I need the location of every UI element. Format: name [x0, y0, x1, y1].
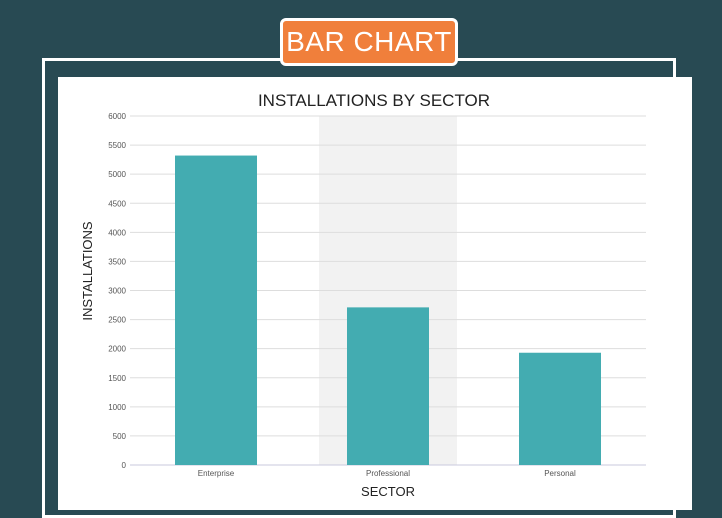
chart-title: INSTALLATIONS BY SECTOR: [258, 91, 490, 110]
y-tick-label: 1500: [108, 374, 126, 383]
x-tick-label: Professional: [366, 469, 410, 478]
bar-professional: [347, 307, 429, 465]
y-tick-label: 1000: [108, 403, 126, 412]
y-tick-label: 3000: [108, 287, 126, 296]
y-tick-label: 2500: [108, 316, 126, 325]
y-tick-label: 500: [113, 432, 127, 441]
bar-personal: [519, 352, 601, 465]
bar-enterprise: [175, 155, 257, 465]
y-axis-label: INSTALLATIONS: [80, 221, 95, 321]
x-tick-label: Enterprise: [198, 469, 235, 478]
y-tick-label: 5000: [108, 170, 126, 179]
chart-type-badge: BAR CHART: [280, 18, 458, 66]
y-tick-label: 0: [122, 461, 127, 470]
y-tick-label: 2000: [108, 345, 126, 354]
x-axis-label: SECTOR: [361, 484, 415, 499]
x-tick-label: Personal: [544, 469, 576, 478]
y-tick-label: 3500: [108, 257, 126, 266]
y-tick-label: 4500: [108, 199, 126, 208]
y-tick-label: 4000: [108, 228, 126, 237]
y-tick-label: 5500: [108, 141, 126, 150]
y-tick-label: 6000: [108, 112, 126, 121]
